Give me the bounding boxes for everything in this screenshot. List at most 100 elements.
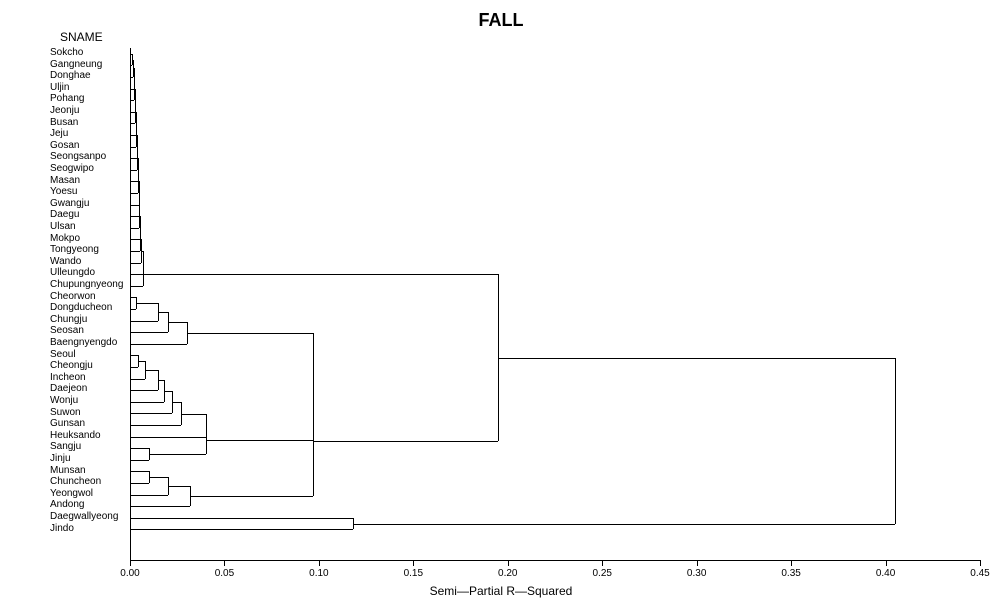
x-tick-label: 0.05: [215, 568, 234, 579]
x-tick: [980, 560, 981, 566]
dendrogram-hline: [498, 358, 895, 359]
dendrogram-hline: [130, 135, 136, 136]
dendrogram-hline: [149, 477, 168, 478]
leaf-label: Seosan: [50, 326, 84, 336]
dendrogram-hline: [190, 496, 313, 497]
dendrogram-hline: [172, 402, 181, 403]
x-tick-label: 0.40: [876, 568, 895, 579]
dendrogram-hline: [149, 454, 206, 455]
leaf-label: Seogwipo: [50, 164, 94, 174]
dendrogram-hline: [130, 529, 353, 530]
dendrogram-hline: [130, 460, 149, 461]
dendrogram-hline: [130, 239, 140, 240]
x-tick: [791, 560, 792, 566]
leaf-label: Donghae: [50, 71, 91, 81]
x-tick: [602, 560, 603, 566]
leaf-label: Sangju: [50, 442, 81, 452]
leaf-label: Mokpo: [50, 234, 80, 244]
dendrogram-hline: [130, 425, 181, 426]
dendrogram-hline: [130, 332, 168, 333]
dendrogram-hline: [130, 77, 133, 78]
dendrogram-hline: [130, 170, 137, 171]
leaf-label: Ulsan: [50, 222, 76, 232]
leaf-label: Seoul: [50, 350, 76, 360]
dendrogram-hline: [130, 355, 138, 356]
leaf-label: Incheon: [50, 373, 86, 383]
dendrogram-hline: [130, 471, 149, 472]
x-tick-label: 0.20: [498, 568, 517, 579]
leaf-label: Jeju: [50, 129, 68, 139]
leaf-label: Sokcho: [50, 48, 83, 58]
dendrogram-hline: [158, 312, 167, 313]
dendrogram-hline: [130, 367, 138, 368]
dendrogram-hline: [168, 322, 187, 323]
dendrogram-hline: [168, 486, 191, 487]
leaf-label: Pohang: [50, 94, 84, 104]
leaf-label: Jinju: [50, 454, 71, 464]
x-tick: [697, 560, 698, 566]
dendrogram-hline: [181, 414, 206, 415]
leaf-label: Daegu: [50, 210, 79, 220]
x-tick: [508, 560, 509, 566]
leaf-label: Baengnyengdo: [50, 338, 117, 348]
x-tick: [886, 560, 887, 566]
leaf-label: Tongyeong: [50, 245, 99, 255]
dendrogram-hline: [138, 361, 146, 362]
leaf-label: Gosan: [50, 141, 79, 151]
dendrogram-hline: [130, 147, 136, 148]
dendrogram-hline: [136, 303, 159, 304]
leaf-label: Seongsanpo: [50, 152, 106, 162]
leaf-label: Cheorwon: [50, 292, 96, 302]
dendrogram-hline: [130, 390, 158, 391]
dendrogram-hline: [145, 370, 158, 371]
dendrogram-hline: [130, 506, 190, 507]
leaf-label: Yoesu: [50, 187, 77, 197]
leaf-label: Yeongwol: [50, 489, 93, 499]
leaf-label: Chupungnyeong: [50, 280, 123, 290]
dendrogram-hline: [143, 274, 498, 275]
leaf-label: Heuksando: [50, 431, 101, 441]
dendrogram-hline: [130, 483, 149, 484]
leaf-label: Gunsan: [50, 419, 85, 429]
x-tick: [224, 560, 225, 566]
x-tick-label: 0.25: [592, 568, 611, 579]
leaf-label: Gwangju: [50, 199, 89, 209]
dendrogram-hline: [313, 441, 498, 442]
x-tick-label: 0.15: [404, 568, 423, 579]
dendrogram-hline: [353, 524, 895, 525]
x-axis-title: Semi—Partial R—Squared: [0, 584, 1002, 598]
dendrogram-hline: [130, 448, 149, 449]
dendrogram-hline: [130, 193, 138, 194]
leaf-label: Suwon: [50, 408, 81, 418]
dendrogram-hline: [130, 413, 172, 414]
dendrogram-hline: [130, 344, 187, 345]
dendrogram-hline: [130, 274, 143, 275]
leaf-label: Wando: [50, 257, 81, 267]
dendrogram-hline: [130, 518, 353, 519]
dendrogram-hline: [130, 309, 136, 310]
leaf-label: Chuncheon: [50, 477, 101, 487]
dendrogram-hline: [130, 228, 139, 229]
x-tick-label: 0.45: [970, 568, 989, 579]
dendrogram-hline: [130, 112, 135, 113]
dendrogram-hline: [130, 286, 143, 287]
leaf-label: Dongducheon: [50, 303, 112, 313]
dendrogram-hline: [164, 391, 172, 392]
x-tick: [130, 560, 131, 566]
leaf-label: Ulleungdo: [50, 268, 95, 278]
x-tick: [413, 560, 414, 566]
leaf-label: Daejeon: [50, 384, 87, 394]
dendrogram-hline: [130, 379, 145, 380]
leaf-label: Munsan: [50, 466, 86, 476]
dendrogram-hline: [130, 251, 140, 252]
dendrogram-hline: [130, 263, 141, 264]
dendrogram-vline: [895, 358, 896, 524]
dendrogram-hline: [206, 440, 314, 441]
y-axis-title: SNAME: [60, 30, 103, 44]
leaf-label: Uljin: [50, 83, 69, 93]
x-tick-label: 0.30: [687, 568, 706, 579]
leaf-label: Jeonju: [50, 106, 79, 116]
dendrogram-hline: [130, 495, 168, 496]
leaf-label: Busan: [50, 118, 78, 128]
leaf-label: Jindo: [50, 524, 74, 534]
